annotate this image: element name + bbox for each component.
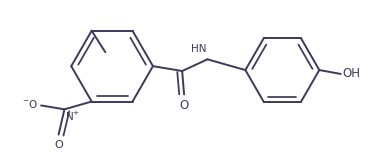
Text: OH: OH [343, 67, 361, 80]
Text: O: O [180, 99, 189, 112]
Text: $^{-}$O: $^{-}$O [22, 98, 38, 111]
Text: HN: HN [191, 45, 207, 54]
Text: O: O [54, 140, 63, 150]
Text: N$^{+}$: N$^{+}$ [65, 110, 81, 123]
